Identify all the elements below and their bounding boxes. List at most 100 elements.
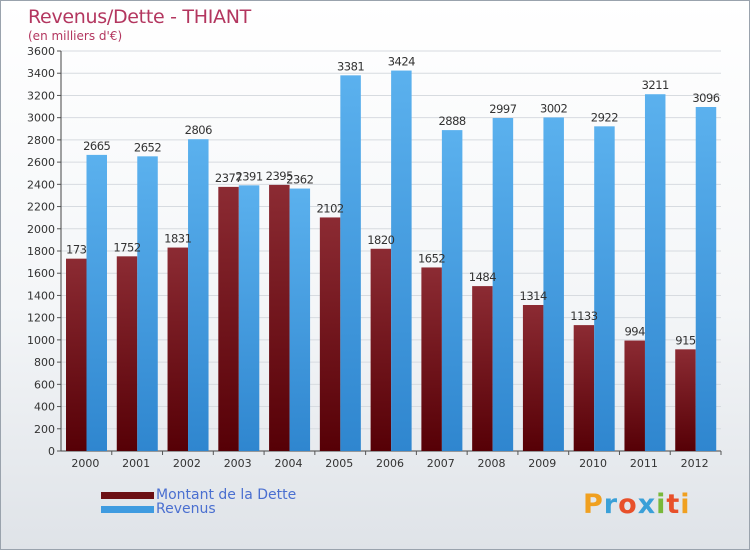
revenus-bar xyxy=(391,70,412,452)
debt-bar xyxy=(624,340,645,451)
x-tick-label: 2011 xyxy=(630,457,658,470)
debt-value-label: 1314 xyxy=(520,289,547,303)
revenus-bar xyxy=(86,154,107,451)
x-tick-label: 2008 xyxy=(478,457,506,470)
logo-letter: i xyxy=(680,489,691,520)
legend-swatch-revenus xyxy=(101,506,154,513)
y-tick-label: 2800 xyxy=(27,134,55,147)
y-tick-label: 2000 xyxy=(27,223,55,236)
chart-title: Revenus/Dette - THIANT xyxy=(28,6,251,28)
debt-value-label: 1831 xyxy=(164,232,191,246)
revenus-bar xyxy=(289,188,311,452)
revenus-bar xyxy=(644,94,666,451)
revenus-bar xyxy=(441,130,463,451)
y-tick-label: 3200 xyxy=(27,89,55,102)
x-tick-label: 2006 xyxy=(376,457,404,470)
revenus-value-label: 3211 xyxy=(642,78,669,92)
revenus-bar xyxy=(137,156,158,452)
debt-bar xyxy=(66,258,87,451)
x-tick-label: 2002 xyxy=(173,457,201,470)
revenus-bar xyxy=(340,75,361,451)
debt-value-label: 1652 xyxy=(418,251,445,265)
logo-letter: r xyxy=(603,489,619,520)
revenus-bar xyxy=(492,118,514,451)
logo-letter: x xyxy=(637,489,657,520)
x-tick-label: 2005 xyxy=(325,457,353,470)
debt-bar xyxy=(421,267,442,451)
revenus-value-label: 2922 xyxy=(591,110,618,124)
x-tick-label: 2009 xyxy=(528,457,556,470)
x-tick-label: 2003 xyxy=(224,457,252,470)
y-tick-label: 3600 xyxy=(27,45,55,58)
revenus-value-label: 3424 xyxy=(388,55,415,69)
legend-label-debt: Montant de la Dette xyxy=(156,487,297,503)
debt-value-label: 1484 xyxy=(469,270,496,284)
revenus-value-label: 3381 xyxy=(337,59,364,73)
debt-value-label: 994 xyxy=(624,325,645,339)
revenus-bar xyxy=(238,185,260,452)
debt-value-label: 1752 xyxy=(113,240,140,254)
logo-letter: i xyxy=(656,489,667,520)
y-tick-label: 3000 xyxy=(27,112,55,125)
revenus-value-label: 2997 xyxy=(489,102,516,116)
debt-bar xyxy=(116,256,138,451)
debt-bar xyxy=(472,286,493,451)
axes: 0 200 400 600 800 1000 1200 1400 1600 1800 2000 220… xyxy=(27,45,722,470)
y-tick-label: 0 xyxy=(48,445,55,458)
debt-bar xyxy=(370,248,392,451)
logo-letter: o xyxy=(618,489,638,520)
y-tick-label: 600 xyxy=(34,378,55,391)
debt-bar xyxy=(218,186,239,451)
revenus-value-label: 3002 xyxy=(540,101,567,115)
x-tick-label: 2000 xyxy=(71,457,99,470)
debt-bar xyxy=(675,349,696,451)
y-tick-label: 2200 xyxy=(27,201,55,214)
y-tick-label: 1600 xyxy=(27,267,55,280)
revenus-value-label: 2665 xyxy=(83,139,110,153)
x-tick-label: 2010 xyxy=(579,457,607,470)
revenus-value-label: 3096 xyxy=(692,91,719,105)
debt-bar xyxy=(573,325,595,451)
x-tick-label: 2007 xyxy=(427,457,455,470)
logo-letter: P xyxy=(583,489,604,520)
revenus-value-label: 2391 xyxy=(235,169,262,183)
revenus-value-label: 2362 xyxy=(286,173,313,187)
y-tick-label: 1800 xyxy=(27,245,55,258)
y-tick-label: 1200 xyxy=(27,312,55,325)
revenus-value-label: 2888 xyxy=(438,114,465,128)
legend-label-revenus: Revenus xyxy=(156,501,216,517)
debt-value-label: 2102 xyxy=(316,201,343,215)
debt-value-label: 1820 xyxy=(367,233,394,247)
y-tick-label: 1400 xyxy=(27,289,55,302)
y-tick-label: 200 xyxy=(34,423,55,436)
debt-value-label: 2377 xyxy=(215,171,242,185)
debt-value-label: 2395 xyxy=(266,169,293,183)
revenus-bar xyxy=(188,139,209,451)
debt-bar xyxy=(522,305,544,451)
revenus-bar xyxy=(543,117,564,451)
debt-value-label: 1133 xyxy=(570,309,597,323)
revenus-value-label: 2652 xyxy=(134,140,161,154)
proxiti-logo: Proxiti xyxy=(583,489,691,520)
y-tick-label: 800 xyxy=(34,356,55,369)
x-tick-label: 2004 xyxy=(274,457,302,470)
legend-swatch-debt xyxy=(101,492,154,499)
revenus-value-label: 2806 xyxy=(185,123,212,137)
revenus-bar xyxy=(695,107,717,451)
chart-subtitle: (en milliers d'€) xyxy=(28,29,123,43)
revenus-bar xyxy=(594,126,615,451)
y-tick-label: 400 xyxy=(34,401,55,414)
debt-bar xyxy=(319,217,341,451)
y-tick-label: 1000 xyxy=(27,334,55,347)
debt-value-label: 915 xyxy=(675,333,696,347)
x-tick-label: 2001 xyxy=(122,457,150,470)
logo-letter: t xyxy=(666,489,681,520)
debt-bar xyxy=(269,184,290,451)
y-tick-label: 2600 xyxy=(27,156,55,169)
debt-value-label: 173 xyxy=(66,243,87,257)
y-tick-label: 2400 xyxy=(27,178,55,191)
debt-bar xyxy=(167,247,189,451)
